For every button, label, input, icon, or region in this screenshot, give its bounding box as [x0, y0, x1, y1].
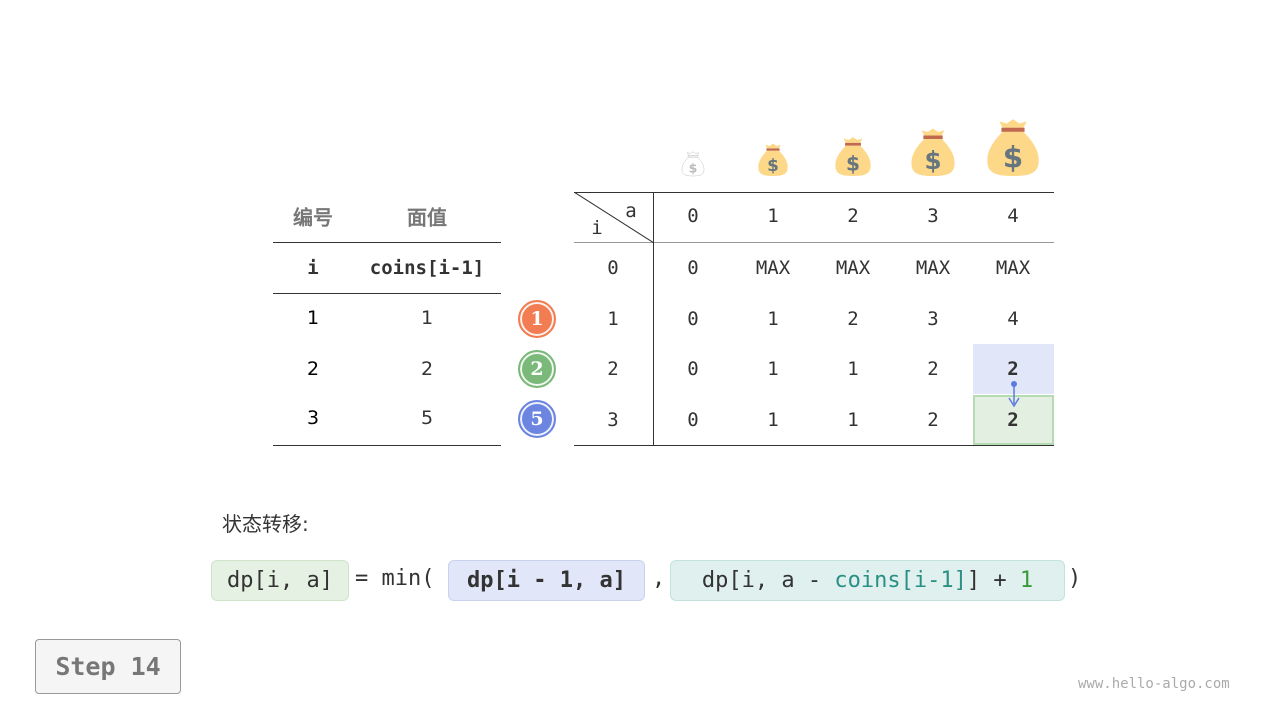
divider [273, 242, 501, 243]
dp-cell: 2 [847, 308, 859, 330]
table-cell: 2 [306, 358, 320, 380]
divider [273, 445, 501, 446]
divider [574, 445, 1054, 446]
divider [574, 192, 1054, 193]
dp-cell: 0 [687, 257, 699, 279]
dp-cell: 1 [767, 308, 779, 330]
row-label: 2 [607, 358, 619, 380]
money-bag-icons: $ $ $ $ $ [681, 119, 1039, 177]
corner-col-label: a [625, 200, 637, 222]
dp-cell: MAX [755, 257, 791, 279]
header-index: 编号 [293, 205, 333, 230]
svg-text:$: $ [767, 155, 779, 175]
svg-text:$: $ [846, 151, 860, 175]
svg-text:$: $ [924, 146, 941, 175]
col-header: 0 [687, 205, 699, 227]
dp-cell: 2 [1007, 358, 1019, 380]
dp-cell: MAX [915, 257, 951, 279]
formula-term-left: dp[i, a - coins[i-1]] + 1 [670, 560, 1065, 601]
table-cell: 1 [306, 307, 320, 329]
svg-text:$: $ [689, 160, 698, 175]
subheader-i: i [307, 257, 319, 279]
arrow-down-icon [1008, 381, 1020, 408]
divider [574, 242, 1054, 243]
dp-cell: 2 [927, 358, 939, 380]
money-bag-icon: $ [835, 137, 871, 176]
divider [273, 293, 501, 294]
divider [653, 192, 654, 445]
subheader-coins: coins[i-1] [369, 257, 485, 279]
dp-cell: MAX [995, 257, 1031, 279]
dp-cell: 1 [847, 409, 859, 431]
corner-row-label: i [591, 217, 603, 239]
term2-coins: coins[i-1] [834, 568, 967, 593]
dp-cell: 2 [927, 409, 939, 431]
col-header: 4 [1007, 205, 1019, 227]
coin-badge-1: 1 [518, 300, 556, 338]
term2-prefix: dp[i, a - [701, 568, 835, 593]
formula-term-up: dp[i - 1, a] [448, 560, 645, 601]
header-value: 面值 [407, 205, 447, 230]
money-bag-icon: $ [911, 128, 955, 176]
dp-cell: 1 [767, 358, 779, 380]
money-bag-icon: $ [987, 119, 1039, 176]
transition-label: 状态转移: [222, 512, 309, 536]
formula-lhs: dp[i, a] [211, 560, 349, 601]
money-bag-icon: $ [758, 143, 788, 176]
formula-close: ) [1068, 566, 1082, 591]
money-bag-icon: $ [681, 151, 705, 177]
col-header: 1 [767, 205, 779, 227]
svg-text:$: $ [1003, 141, 1023, 175]
table-cell: 3 [306, 407, 320, 429]
dp-cell: 0 [687, 358, 699, 380]
coin-badge-5: 5 [518, 400, 556, 438]
table-cell: 1 [420, 307, 434, 329]
dp-cell: 0 [687, 409, 699, 431]
watermark: www.hello-algo.com [1078, 676, 1230, 692]
term2-mid: ] + [966, 568, 1020, 593]
coin-badge-2: 2 [518, 350, 556, 388]
dp-cell: 3 [927, 308, 939, 330]
dp-cell: 1 [847, 358, 859, 380]
row-label: 0 [607, 257, 619, 279]
col-header: 3 [927, 205, 939, 227]
formula-min: = min( [355, 566, 435, 591]
row-label: 3 [607, 409, 619, 431]
dp-cell: 0 [687, 308, 699, 330]
dp-cell: MAX [835, 257, 871, 279]
dp-cell: 4 [1007, 308, 1019, 330]
table-cell: 5 [420, 407, 434, 429]
step-button[interactable]: Step 14 [35, 639, 181, 694]
dp-cell: 1 [767, 409, 779, 431]
row-label: 1 [607, 308, 619, 330]
formula-comma: , [652, 566, 666, 591]
table-cell: 2 [420, 358, 434, 380]
term2-one: 1 [1019, 568, 1034, 593]
corner-diagonal [574, 192, 654, 243]
col-header: 2 [847, 205, 859, 227]
dp-cell: 2 [1007, 409, 1019, 431]
